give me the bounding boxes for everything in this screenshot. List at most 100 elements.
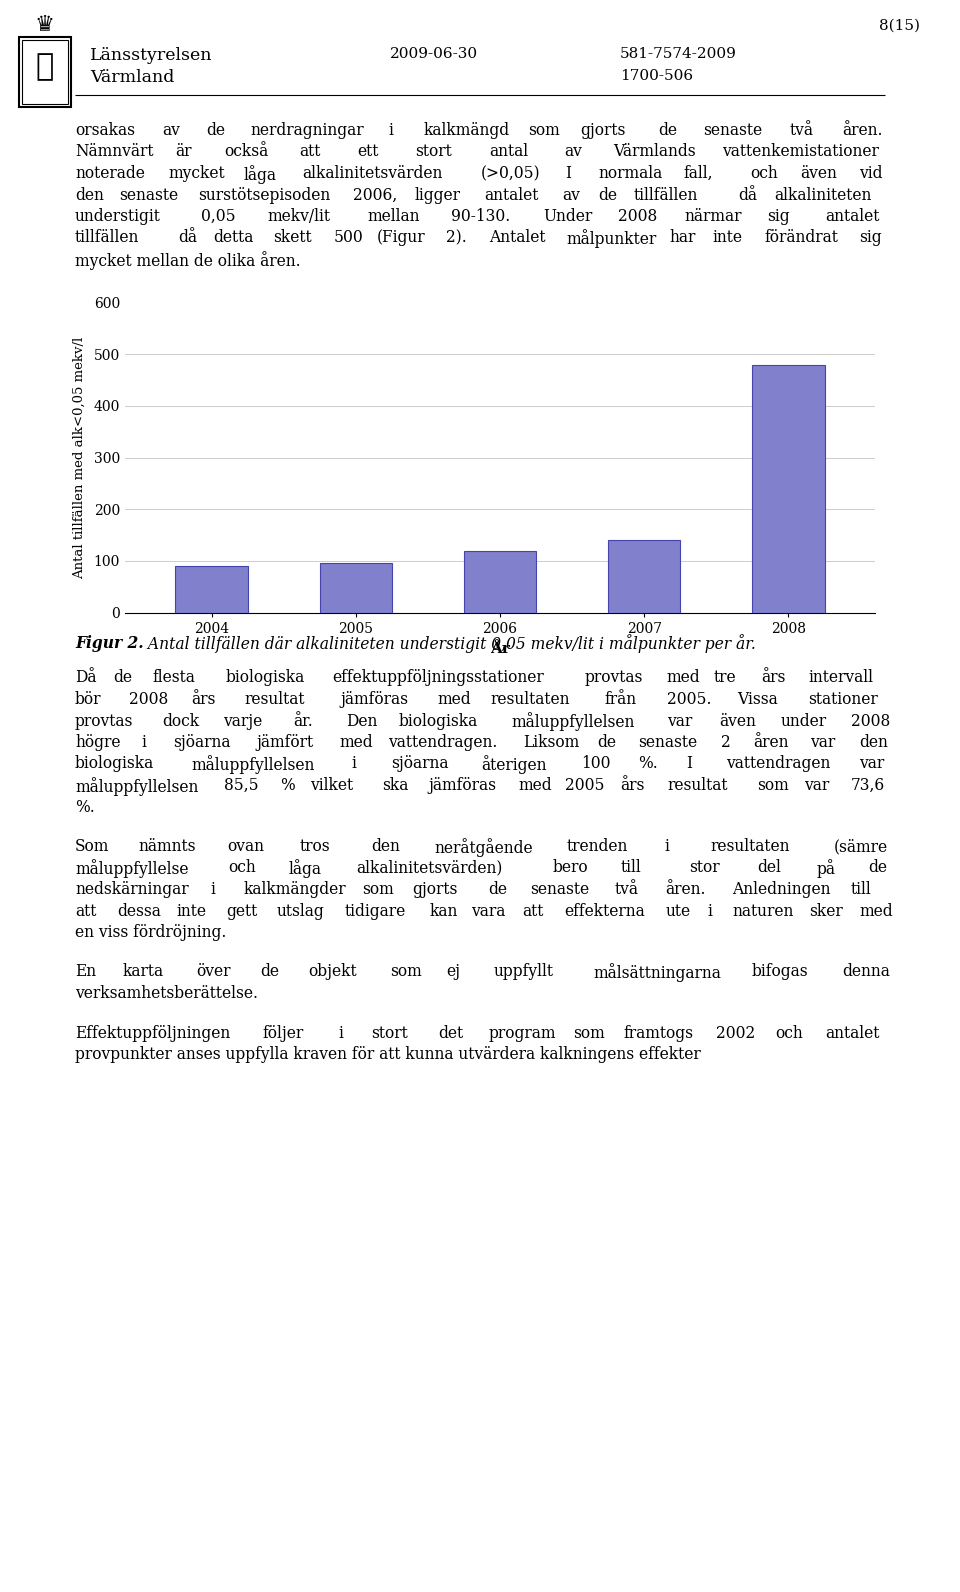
Text: målsättningarna: målsättningarna [593, 963, 721, 982]
Text: ♛: ♛ [35, 14, 55, 35]
Text: tillfällen: tillfällen [634, 186, 698, 204]
Text: jämföras: jämföras [429, 777, 497, 794]
Text: Som: Som [75, 837, 109, 855]
Text: de: de [597, 734, 616, 751]
Text: med: med [666, 670, 700, 686]
Text: med: med [339, 734, 372, 751]
Text: antalet: antalet [484, 186, 539, 204]
Text: nämnts: nämnts [138, 837, 196, 855]
Text: vilket: vilket [309, 777, 352, 794]
Text: dock: dock [162, 713, 199, 729]
Text: vara: vara [471, 903, 506, 920]
Text: 85,5: 85,5 [225, 777, 259, 794]
Text: En: En [75, 963, 96, 981]
Text: åren.: åren. [665, 880, 706, 898]
Text: orsakas: orsakas [75, 123, 135, 139]
Text: målpunkter: målpunkter [566, 229, 657, 248]
X-axis label: År: År [490, 643, 510, 656]
Text: i: i [338, 1025, 343, 1041]
Text: av: av [564, 143, 582, 161]
Text: tros: tros [300, 837, 330, 855]
Text: de: de [113, 670, 132, 686]
Text: år.: år. [293, 713, 313, 729]
Text: och: och [775, 1025, 803, 1041]
Text: till: till [851, 880, 872, 898]
Text: 2002: 2002 [716, 1025, 756, 1041]
Text: provtas: provtas [75, 713, 133, 729]
Text: ute: ute [666, 903, 691, 920]
Text: tre: tre [713, 670, 736, 686]
Text: att: att [522, 903, 543, 920]
Text: till: till [621, 860, 642, 877]
Text: åren.: åren. [842, 123, 883, 139]
Text: del: del [757, 860, 781, 877]
Text: då: då [179, 229, 197, 247]
Text: senaste: senaste [703, 123, 762, 139]
Text: kalkmängder: kalkmängder [244, 880, 347, 898]
Y-axis label: Antal tillfällen med alk<0,05 mekv/l: Antal tillfällen med alk<0,05 mekv/l [72, 336, 85, 578]
Text: 1700-506: 1700-506 [620, 68, 693, 83]
Text: stationer: stationer [808, 691, 877, 708]
Text: sjöarna: sjöarna [391, 756, 448, 772]
Text: i: i [141, 734, 146, 751]
Text: och: och [228, 860, 256, 877]
Text: jämfört: jämfört [256, 734, 313, 751]
Text: då: då [738, 186, 757, 204]
Text: låga: låga [244, 166, 276, 185]
Text: mycket: mycket [168, 166, 225, 181]
Text: provpunkter anses uppfylla kraven för att kunna utvärdera kalkningens effekter: provpunkter anses uppfylla kraven för at… [75, 1046, 701, 1063]
Text: stor: stor [689, 860, 720, 877]
Text: bör: bör [75, 691, 102, 708]
Text: följer: följer [262, 1025, 303, 1041]
Text: Figur 2.: Figur 2. [75, 635, 144, 651]
Text: som: som [363, 880, 395, 898]
Text: 73,6: 73,6 [851, 777, 885, 794]
Text: inte: inte [713, 229, 743, 247]
Text: var: var [859, 756, 884, 772]
Text: varje: varje [224, 713, 263, 729]
Text: nedskärningar: nedskärningar [75, 880, 188, 898]
Text: Den: Den [346, 713, 377, 729]
Text: med: med [859, 903, 893, 920]
Text: över: över [196, 963, 230, 981]
Text: på: på [817, 860, 836, 879]
Bar [19, 37, 71, 107]
Text: provtas: provtas [585, 670, 643, 686]
Text: Effektuppföljningen: Effektuppföljningen [75, 1025, 230, 1041]
Text: mellan: mellan [368, 209, 420, 224]
Text: års: års [621, 777, 645, 794]
Text: gett: gett [227, 903, 258, 920]
Text: (>0,05): (>0,05) [481, 166, 540, 181]
Text: Antal tillfällen där alkaliniteten understigit 0,05 mekv/lit i målpunkter per år: Antal tillfällen där alkaliniteten under… [143, 635, 756, 653]
Text: 500: 500 [333, 229, 363, 247]
Text: de: de [868, 860, 887, 877]
Text: års: års [760, 670, 785, 686]
Text: ej: ej [446, 963, 461, 981]
Text: kan: kan [429, 903, 458, 920]
Text: års: års [191, 691, 215, 708]
Text: ska: ska [382, 777, 408, 794]
Text: 🦅: 🦅 [36, 53, 54, 81]
Text: sjöarna: sjöarna [173, 734, 230, 751]
Text: två: två [614, 880, 638, 898]
Text: Under: Under [543, 209, 592, 224]
Text: I: I [686, 756, 692, 772]
Text: biologiska: biologiska [398, 713, 478, 729]
Text: verksamhetsberättelse.: verksamhetsberättelse. [75, 985, 258, 1001]
Text: också: också [225, 143, 269, 161]
Bar [753, 365, 825, 613]
Text: förändrat: förändrat [765, 229, 839, 247]
Text: Vissa: Vissa [737, 691, 778, 708]
Text: i: i [664, 837, 669, 855]
Text: var: var [667, 713, 692, 729]
Text: 0,05: 0,05 [202, 209, 236, 224]
Text: uppfyllt: uppfyllt [494, 963, 554, 981]
Text: stort: stort [415, 143, 451, 161]
Text: 2005: 2005 [565, 777, 605, 794]
Text: bifogas: bifogas [752, 963, 808, 981]
Text: vattenkemistationer: vattenkemistationer [723, 143, 879, 161]
Text: %: % [280, 777, 295, 794]
Text: som: som [528, 123, 560, 139]
Bar [464, 551, 536, 613]
Bar [609, 540, 681, 613]
